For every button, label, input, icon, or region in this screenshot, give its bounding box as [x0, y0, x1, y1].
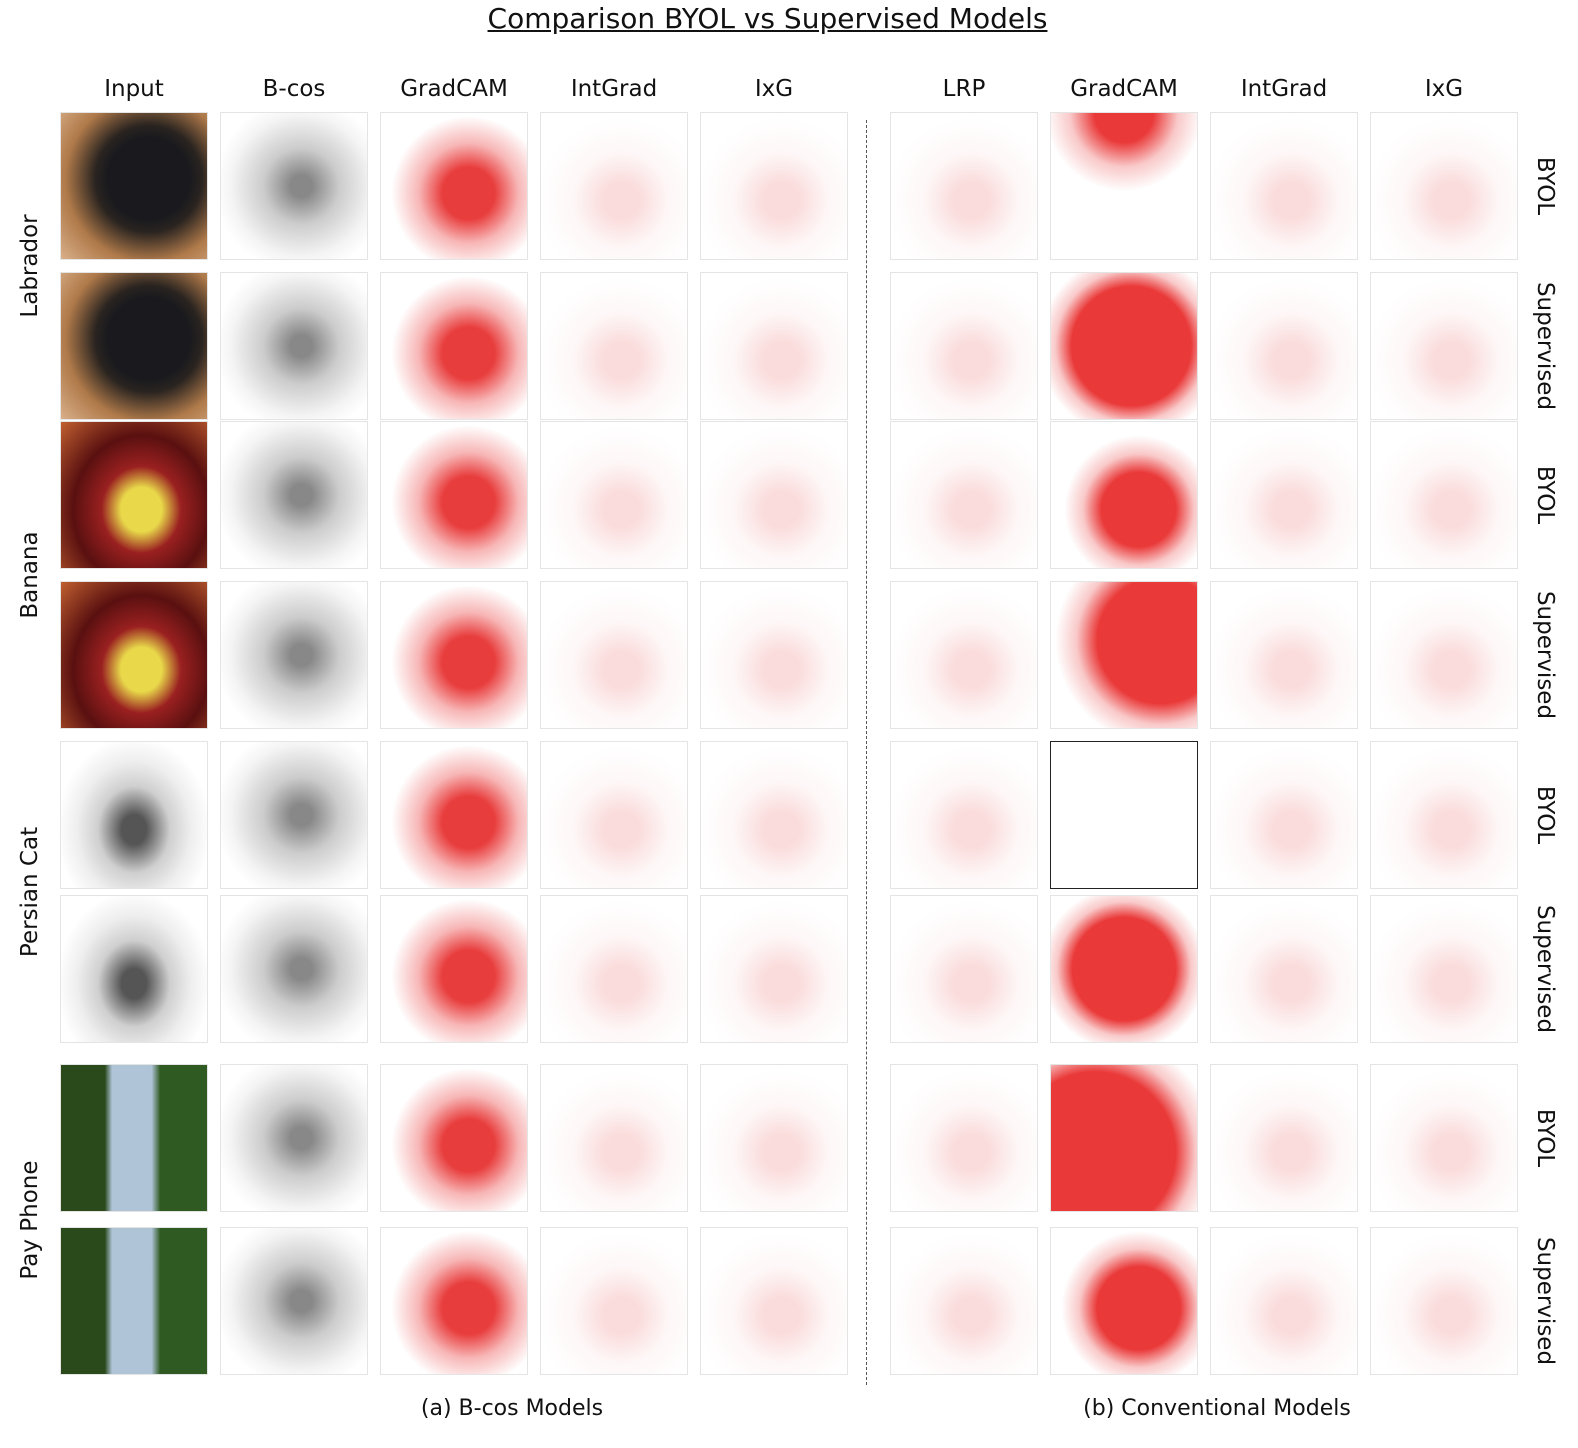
column-header: Input [104, 76, 164, 102]
image-tile [60, 741, 208, 889]
image-tile [60, 421, 208, 569]
class-label: Persian Cat [17, 826, 43, 958]
image-tile [1370, 1227, 1518, 1375]
class-label: Banana [17, 531, 43, 619]
image-tile [700, 421, 848, 569]
image-tile [1370, 421, 1518, 569]
image-tile [890, 421, 1038, 569]
column-header: IxG [1424, 76, 1464, 102]
image-tile [60, 272, 208, 420]
image-tile [540, 741, 688, 889]
image-tile [1370, 741, 1518, 889]
image-tile [1050, 581, 1198, 729]
image-tile [1370, 581, 1518, 729]
image-tile [700, 581, 848, 729]
figure-title: Comparison BYOL vs Supervised Models [487, 2, 1048, 35]
image-tile [380, 112, 528, 260]
image-tile [1210, 895, 1358, 1043]
column-header: B-cos [262, 76, 326, 102]
image-tile [1050, 421, 1198, 569]
image-tile [60, 112, 208, 260]
image-tile [540, 581, 688, 729]
image-tile [220, 581, 368, 729]
image-tile [60, 1064, 208, 1212]
image-tile [540, 421, 688, 569]
image-tile [380, 1064, 528, 1212]
column-header: GradCAM [400, 76, 508, 102]
image-tile [1050, 112, 1198, 260]
image-tile [220, 272, 368, 420]
image-tile [700, 741, 848, 889]
image-tile [540, 1227, 688, 1375]
image-tile [380, 581, 528, 729]
image-tile [60, 581, 208, 729]
image-tile [890, 112, 1038, 260]
image-tile [700, 1064, 848, 1212]
image-tile [1370, 112, 1518, 260]
image-tile [1050, 272, 1198, 420]
image-tile [1210, 581, 1358, 729]
image-tile [700, 272, 848, 420]
image-tile [1370, 272, 1518, 420]
row-label: Supervised [1532, 1236, 1558, 1366]
image-tile [1210, 421, 1358, 569]
image-tile [380, 1227, 528, 1375]
image-tile [700, 112, 848, 260]
image-tile [890, 272, 1038, 420]
image-tile [1370, 895, 1518, 1043]
column-header: IntGrad [570, 76, 658, 102]
image-tile [380, 272, 528, 420]
image-tile [380, 895, 528, 1043]
image-tile [220, 112, 368, 260]
image-tile [380, 741, 528, 889]
panel-caption: (a) B-cos Models [420, 1396, 604, 1421]
image-tile [540, 895, 688, 1043]
panel-divider [866, 120, 867, 1385]
image-tile [220, 1227, 368, 1375]
column-header: IxG [754, 76, 794, 102]
image-tile [1210, 1227, 1358, 1375]
image-tile [890, 741, 1038, 889]
image-tile [60, 1227, 208, 1375]
image-tile [1050, 741, 1198, 889]
image-tile [890, 895, 1038, 1043]
image-tile [1210, 112, 1358, 260]
image-tile [540, 1064, 688, 1212]
image-tile [890, 1064, 1038, 1212]
class-label: Pay Phone [17, 1159, 43, 1280]
image-tile [890, 581, 1038, 729]
image-tile [220, 895, 368, 1043]
image-tile [540, 112, 688, 260]
panel-caption: (b) Conventional Models [1083, 1396, 1351, 1421]
image-tile [1370, 1064, 1518, 1212]
image-tile [380, 421, 528, 569]
image-tile [1210, 272, 1358, 420]
image-tile [1050, 895, 1198, 1043]
image-tile [700, 1227, 848, 1375]
image-tile [1210, 741, 1358, 889]
image-tile [1050, 1064, 1198, 1212]
image-tile [540, 272, 688, 420]
image-tile [1050, 1227, 1198, 1375]
image-tile [700, 895, 848, 1043]
image-tile [1210, 1064, 1358, 1212]
class-label: Labrador [17, 214, 43, 318]
image-tile [220, 421, 368, 569]
image-tile [220, 1064, 368, 1212]
column-header: LRP [942, 76, 986, 102]
column-header: IntGrad [1240, 76, 1328, 102]
image-tile [220, 741, 368, 889]
column-header: GradCAM [1070, 76, 1178, 102]
image-tile [60, 895, 208, 1043]
image-tile [890, 1227, 1038, 1375]
